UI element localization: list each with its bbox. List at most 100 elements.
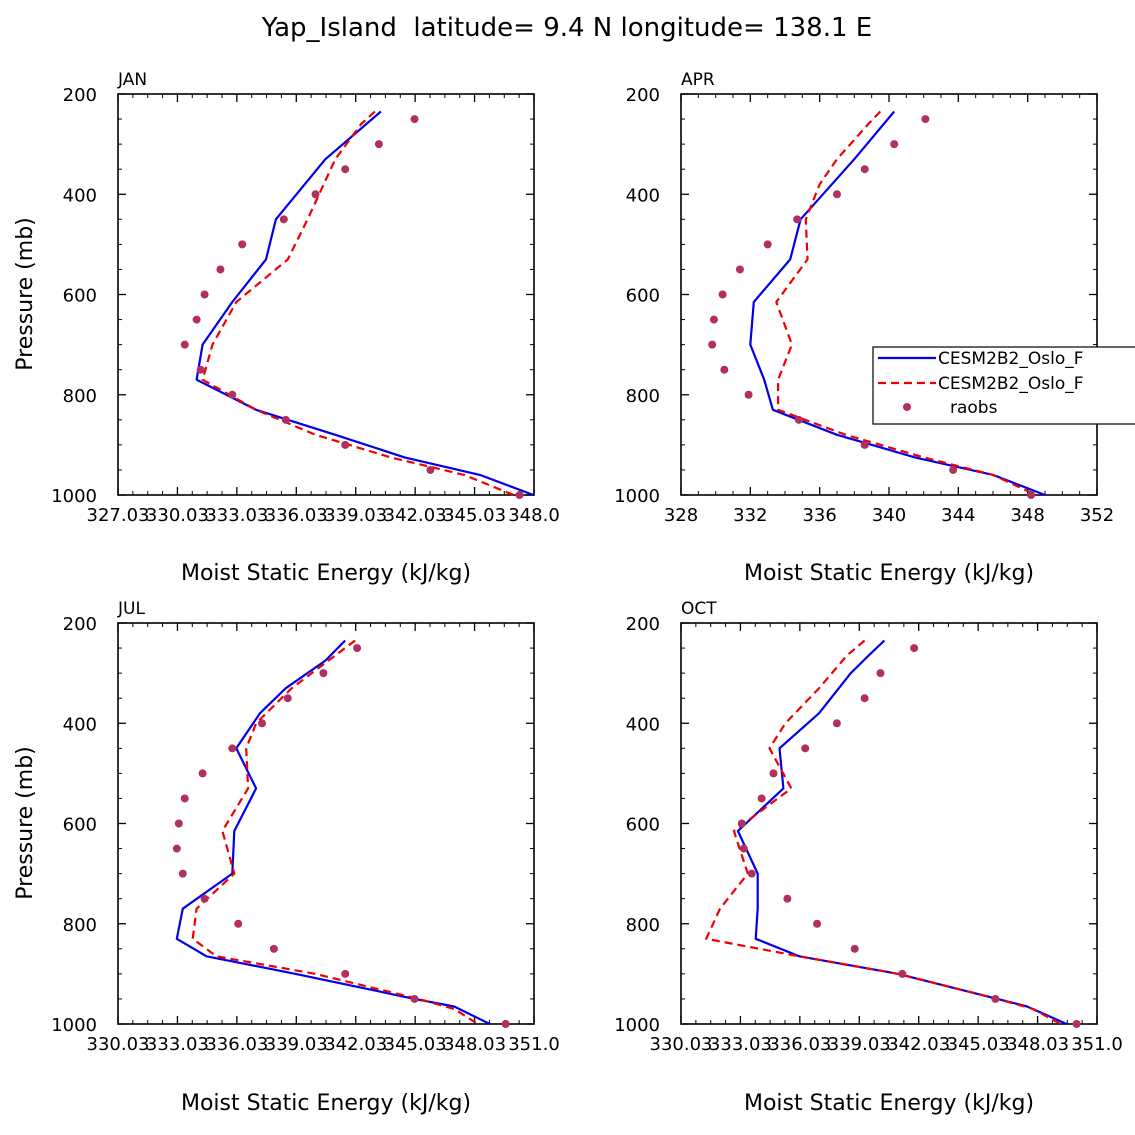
- y-axis-label: Pressure (mb): [13, 746, 38, 900]
- panel-apr: APR 328 332 336 340 344 348 352 200 400 600 800 10…: [614, 70, 1114, 586]
- x-tick-label: 342.03: [887, 1034, 950, 1055]
- y-tick-label: 400: [626, 714, 660, 735]
- raobs-point: [515, 491, 524, 499]
- x-tick-label: 348.03: [443, 1034, 506, 1055]
- raobs-point: [793, 215, 802, 224]
- x-tick-label: 344: [941, 505, 975, 526]
- raobs-point: [269, 944, 278, 953]
- raobs-point: [833, 190, 841, 199]
- x-tick-label: 330.03: [146, 505, 209, 526]
- x-tick-label: 339.03: [324, 505, 387, 526]
- y-tick-label: 600: [626, 815, 660, 836]
- raobs-point: [949, 465, 958, 474]
- raobs-point: [1072, 1020, 1081, 1028]
- raobs-point: [718, 290, 727, 299]
- raobs-point: [228, 744, 237, 753]
- x-tick-label: 332: [733, 505, 767, 526]
- raobs-point: [769, 769, 778, 778]
- series-line-solid: [749, 110, 1046, 497]
- series-line-dashed: [775, 110, 1037, 496]
- panel-title: JUL: [117, 599, 145, 619]
- x-tick-label: 333.03: [146, 1034, 209, 1055]
- panel-title: JAN: [117, 70, 147, 90]
- x-axis-label: Moist Static Energy (kJ/kg): [744, 561, 1034, 586]
- x-axis-label: Moist Static Energy (kJ/kg): [744, 1091, 1034, 1116]
- series-line-solid: [195, 110, 534, 497]
- raobs-point: [200, 290, 209, 299]
- raobs-point: [876, 669, 885, 678]
- x-tick-label: 336.03: [205, 1034, 268, 1055]
- figure-title: Yap_Island latitude= 9.4 N longitude= 13…: [261, 13, 872, 43]
- y-tick-label: 200: [626, 614, 660, 635]
- raobs-point: [763, 240, 772, 249]
- raobs-point: [735, 265, 744, 274]
- x-tick-label: 342.03: [324, 1034, 387, 1055]
- raobs-point: [757, 794, 766, 803]
- raobs-point: [783, 894, 792, 903]
- x-tick-label: 327.03: [87, 505, 150, 526]
- x-tick-label: 333.03: [205, 505, 268, 526]
- raobs-point: [1027, 491, 1036, 499]
- y-tick-label: 800: [626, 915, 660, 936]
- raobs-point: [174, 819, 183, 828]
- raobs-point: [374, 140, 383, 149]
- raobs-point: [744, 390, 753, 399]
- x-tick-label: 339.03: [828, 1034, 891, 1055]
- raobs-point: [180, 340, 189, 349]
- y-tick-label: 1000: [614, 486, 660, 507]
- x-tick-label: 342.03: [384, 505, 447, 526]
- raobs-point: [283, 694, 292, 703]
- panel-jul: JUL 330.03333.03336.03339.03342.03345.03…: [13, 599, 560, 1116]
- raobs-point: [228, 390, 237, 399]
- raobs-point: [341, 440, 350, 449]
- raobs-point: [910, 644, 919, 653]
- raobs-point: [991, 994, 1000, 1003]
- y-tick-label: 800: [63, 386, 97, 407]
- panel-title: APR: [681, 70, 715, 90]
- raobs-point: [737, 819, 746, 828]
- series-line-dashed: [705, 639, 1062, 1025]
- legend-marker: [903, 403, 911, 411]
- raobs-point: [234, 919, 243, 928]
- series-line-solid: [736, 639, 1068, 1026]
- y-tick-label: 400: [63, 714, 97, 735]
- raobs-point: [860, 440, 869, 449]
- panel-title: OCT: [681, 599, 717, 619]
- x-tick-label: 340: [872, 505, 906, 526]
- raobs-point: [341, 165, 350, 174]
- raobs-point: [501, 1020, 510, 1028]
- raobs-point: [196, 365, 205, 374]
- x-tick-label: 336.03: [768, 1034, 831, 1055]
- legend-label: CESM2B2_Oslo_F: [938, 349, 1084, 369]
- raobs-point: [192, 315, 201, 324]
- y-tick-label: 400: [63, 185, 97, 206]
- raobs-point: [801, 744, 810, 753]
- raobs-point: [311, 190, 320, 199]
- series-line-dashed: [191, 639, 479, 1025]
- raobs-point: [747, 869, 756, 878]
- y-tick-label: 1000: [614, 1015, 660, 1036]
- x-axis-label: Moist Static Energy (kJ/kg): [181, 1091, 471, 1116]
- panel-jan: JAN 327.03330.03333.03336.03339.03342.03…: [13, 70, 560, 586]
- raobs-point: [353, 644, 362, 653]
- legend-box: [872, 346, 1135, 425]
- raobs-point: [180, 794, 189, 803]
- x-tick-label: 351.0: [508, 1034, 560, 1055]
- raobs-point: [832, 719, 841, 728]
- raobs-point: [258, 719, 267, 728]
- raobs-point: [720, 365, 729, 374]
- x-axis-label: Moist Static Energy (kJ/kg): [181, 561, 471, 586]
- x-tick-label: 336.03: [265, 505, 328, 526]
- raobs-point: [238, 240, 247, 249]
- y-axis-label: Pressure (mb): [13, 217, 38, 371]
- raobs-point: [426, 465, 435, 474]
- legend-label: raobs: [950, 398, 998, 418]
- raobs-point: [709, 315, 718, 324]
- raobs-point: [319, 669, 328, 678]
- y-tick-label: 600: [63, 815, 97, 836]
- raobs-point: [850, 944, 859, 953]
- raobs-point: [216, 265, 225, 274]
- y-tick-label: 800: [63, 915, 97, 936]
- series-line-dashed: [201, 110, 515, 497]
